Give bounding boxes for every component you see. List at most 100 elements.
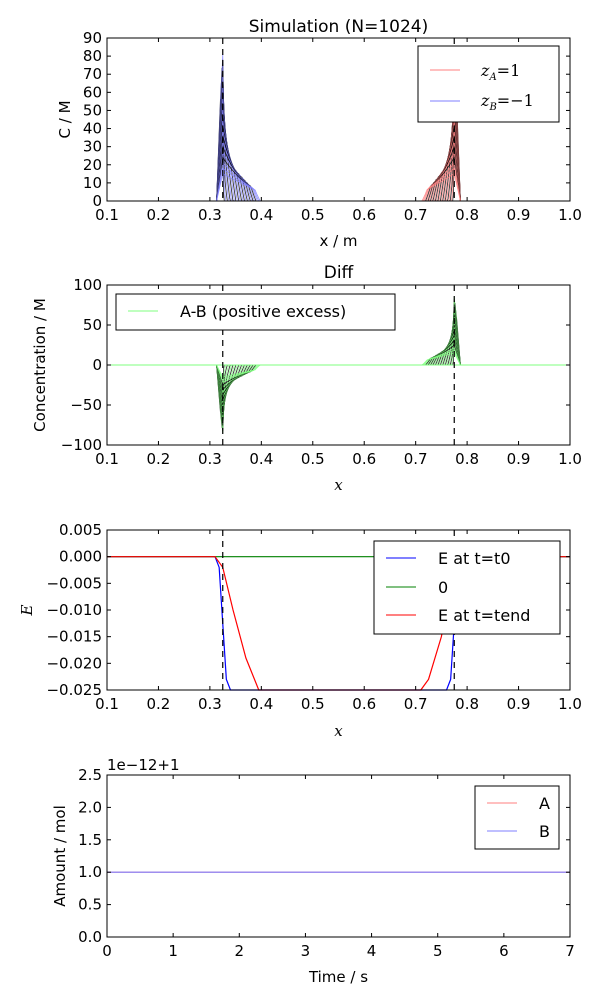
y-tick-label: 30	[83, 138, 102, 156]
profile-curve	[107, 150, 570, 202]
x-tick-label: 0.9	[507, 206, 531, 224]
profile-curve	[107, 364, 570, 391]
peak-family-1	[107, 364, 570, 434]
y-tick-label: −0.010	[46, 601, 102, 619]
x-tick-label: 0.2	[147, 695, 171, 713]
panel-amount: 1e−12+1 0 1 2 3 4 5 6 7 0.0 0.5 1.0 1.5 2.0 2.5 Time…	[51, 756, 575, 986]
panel-1-ylabel: C / M	[56, 100, 74, 138]
profile-curve	[107, 162, 570, 202]
profile-curve	[107, 119, 570, 202]
panel-1-legend: zA=1 zB=−1	[417, 45, 560, 123]
y-tick-label: 100	[73, 276, 102, 294]
profile-curve	[107, 336, 570, 366]
x-tick-label: 0.4	[249, 206, 273, 224]
y-tick-label: 90	[83, 29, 102, 47]
panel-diff: Diff 0.1 0.2 0.3 0.4 0.5 0.6 0.7 0.8 0.9 1.0 −100…	[31, 263, 582, 494]
x-tick-label: 3	[301, 942, 311, 960]
y-tick-label: 1.5	[78, 831, 102, 849]
y-tick-label: 0.5	[78, 896, 102, 914]
profile-curve	[107, 364, 570, 429]
x-tick-label: 0.6	[352, 695, 376, 713]
profile-curve	[107, 146, 570, 202]
panel-4-x-ticks: 0 1 2 3 4 5 6 7	[102, 775, 575, 960]
profile-curve	[107, 364, 570, 378]
profile-curve	[107, 156, 570, 202]
x-tick-label: 0.7	[404, 695, 428, 713]
legend-label-b: B	[539, 822, 550, 841]
x-tick-label: 0.7	[404, 450, 428, 468]
y-tick-label: 2.5	[78, 766, 102, 784]
legend-label-e-tend: E at t=tend	[438, 606, 530, 625]
panel-2-x-ticks: 0.1 0.2 0.3 0.4 0.5 0.6 0.7 0.8 0.9 1.0	[95, 285, 582, 468]
profile-curve	[107, 364, 570, 424]
profile-curve	[107, 119, 570, 202]
legend-label-e-t0: E at t=t0	[438, 549, 511, 568]
profile-curve	[107, 114, 570, 202]
legend-label-diff: A-B (positive excess)	[180, 302, 346, 321]
panel-4-legend: A B	[474, 785, 560, 850]
y-tick-label: 40	[83, 120, 102, 138]
y-tick-label: 60	[83, 83, 102, 101]
profile-curve	[107, 364, 570, 413]
profile-curve	[107, 135, 570, 202]
x-tick-label: 7	[565, 942, 575, 960]
profile-curve	[107, 364, 570, 402]
profile-curve	[107, 324, 570, 366]
profile-curve	[107, 173, 570, 202]
profile-curve	[107, 364, 570, 408]
y-tick-label: −0.020	[46, 654, 102, 672]
x-tick-label: 0.5	[301, 450, 325, 468]
panel-3-xlabel: x	[334, 722, 343, 740]
y-tick-label: −0.005	[46, 574, 102, 592]
profile-curve	[107, 364, 570, 429]
profile-curve	[107, 135, 570, 202]
x-tick-label: 0.3	[198, 450, 222, 468]
panel-1-frame	[106, 37, 571, 202]
x-tick-label: 1.0	[558, 206, 582, 224]
legend-label-zb: zB=−1	[480, 91, 534, 113]
y-tick-label: 0.000	[59, 548, 102, 566]
panel-3-x-ticks: 0.1 0.2 0.3 0.4 0.5 0.6 0.7 0.8 0.9 1.0	[95, 530, 582, 713]
panel-field: 0.1 0.2 0.3 0.4 0.5 0.6 0.7 0.8 0.9 1.0 −0.025−0.…	[18, 521, 582, 740]
x-tick-label: 0.1	[95, 695, 119, 713]
profile-curve	[107, 364, 570, 411]
y-tick-label: 20	[83, 156, 102, 174]
profile-curve	[107, 162, 570, 202]
profile-curve	[107, 156, 570, 202]
profile-curve	[107, 364, 570, 416]
panel-2-title: Diff	[324, 263, 355, 283]
x-tick-label: 0.2	[147, 206, 171, 224]
profile-curve	[107, 349, 570, 366]
y-tick-label: 50	[83, 316, 102, 334]
profile-curve	[107, 167, 570, 202]
x-tick-label: 1	[168, 942, 178, 960]
profile-curve	[107, 364, 570, 431]
x-tick-label: 6	[499, 942, 509, 960]
panel-2-ylabel: Concentration / M	[31, 298, 49, 432]
profile-curve	[107, 344, 570, 366]
profile-curve	[107, 364, 570, 422]
profile-curve	[107, 352, 570, 366]
profile-curve	[107, 150, 570, 202]
x-tick-label: 0.3	[198, 206, 222, 224]
x-tick-label: 0.6	[352, 450, 376, 468]
y-tick-label: 80	[83, 47, 102, 65]
profile-curve	[107, 339, 570, 366]
x-tick-label: 1.0	[558, 695, 582, 713]
profile-curve	[107, 364, 570, 386]
x-tick-label: 1.0	[558, 450, 582, 468]
panel-4-legend-box	[474, 785, 560, 850]
profile-curve	[107, 141, 570, 202]
profile-curve	[107, 364, 570, 419]
profile-curve	[107, 130, 570, 202]
panel-2-legend: A-B (positive excess)	[115, 293, 396, 331]
profile-curve	[107, 327, 570, 366]
y-tick-label: 0	[92, 192, 102, 210]
x-tick-label: 0.1	[95, 206, 119, 224]
profile-curve	[107, 364, 570, 434]
profile-curve	[107, 364, 570, 394]
profile-curve	[107, 329, 570, 366]
panel-4-xlabel: Time / s	[308, 968, 368, 986]
y-tick-label: −0.015	[46, 628, 102, 646]
